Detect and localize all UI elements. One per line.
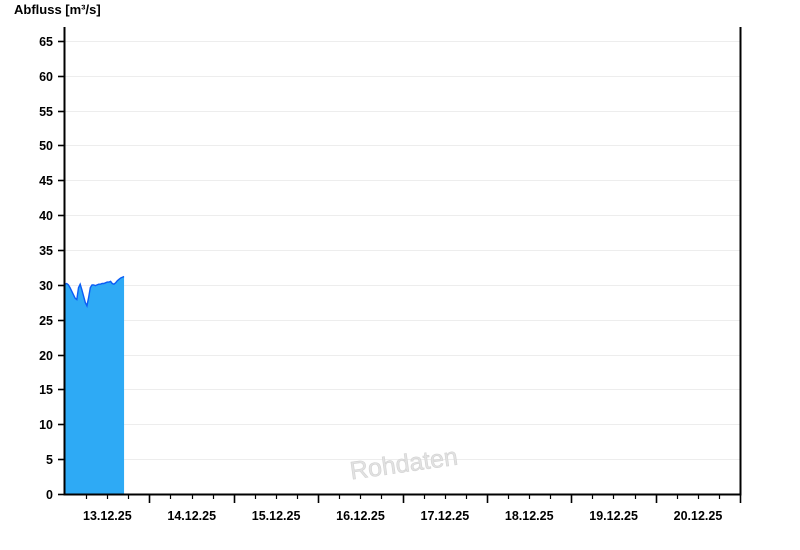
y-axis-tick-label: 60	[39, 70, 53, 84]
y-axis-tick-label: 35	[39, 244, 53, 258]
data-series-group	[64, 275, 125, 494]
y-axis-tick-label: 5	[46, 453, 53, 467]
watermark-label: Rohdaten	[348, 443, 459, 486]
x-axis-tick-label: 14.12.25	[167, 509, 216, 523]
page-title: Abfluss [m³/s]	[14, 2, 101, 17]
x-axis-tick-label: 19.12.25	[589, 509, 638, 523]
x-axis-tick-label: 15.12.25	[252, 509, 301, 523]
axis-frame	[63, 27, 742, 496]
y-axis-tick-label: 45	[39, 174, 53, 188]
x-axis-tick-label: 16.12.25	[336, 509, 385, 523]
x-axis-labels-group: 13.12.25 14.12.25 15.12.25 16.12.25 17.12.25…	[83, 509, 722, 523]
y-axis-tick-label: 10	[39, 418, 53, 432]
y-axis-tick-label: 40	[39, 209, 53, 223]
y-axis-labels-group: 0 5 10 15 20 25 30 35 40 45 50 55 60 65	[39, 35, 53, 502]
y-axis-tick-label: 0	[46, 488, 53, 502]
y-axis-tick-label: 25	[39, 314, 53, 328]
y-axis-tick-label: 30	[39, 279, 53, 293]
x-axis-tick-label: 18.12.25	[505, 509, 554, 523]
y-axis-tick-label: 50	[39, 139, 53, 153]
series-line	[64, 275, 125, 308]
x-axis-tick-label: 17.12.25	[421, 509, 470, 523]
y-axis-tick-label: 20	[39, 349, 53, 363]
watermark: Rohdaten	[348, 442, 460, 486]
x-axis-tick-label: 20.12.25	[674, 509, 723, 523]
x-axis-ticks-group	[85, 495, 742, 503]
x-axis-tick-label: 13.12.25	[83, 509, 132, 523]
series-area-fill	[65, 276, 125, 494]
y-axis-tick-label: 55	[39, 105, 53, 119]
y-axis-tick-label: 65	[39, 35, 53, 49]
y-axis-tick-label: 15	[39, 383, 53, 397]
gridlines-group	[65, 41, 740, 460]
